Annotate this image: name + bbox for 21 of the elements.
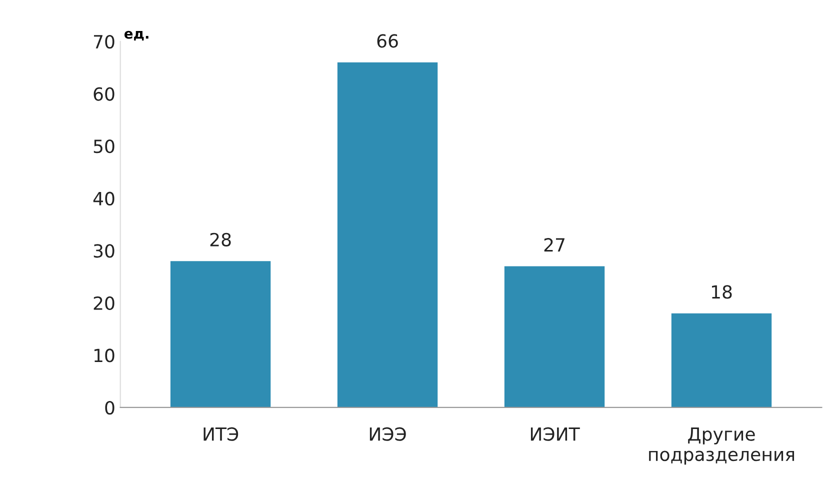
- y-tick-label: 50: [94, 140, 114, 154]
- x-tick-label: Другие подразделения: [649, 427, 794, 465]
- y-tick-label: 70: [94, 34, 114, 49]
- data-label: 18: [712, 285, 732, 299]
- y-tick-label: 30: [94, 244, 114, 258]
- x-tick-label: ИЭИТ: [530, 427, 580, 441]
- data-label: 27: [544, 238, 564, 252]
- y-tick-label: 10: [94, 348, 114, 362]
- data-label: 28: [210, 232, 231, 246]
- y-tick-label: 0: [105, 400, 114, 415]
- data-label: 66: [377, 34, 398, 48]
- bar: [671, 313, 772, 408]
- y-tick-label: 20: [94, 296, 114, 310]
- bar: [170, 261, 271, 408]
- bar: [337, 62, 438, 408]
- y-axis-title: ед.: [124, 30, 148, 41]
- y-tick-label: 60: [94, 87, 114, 101]
- x-tick-label: ИЭЭ: [370, 427, 406, 441]
- y-tick-label: 40: [93, 192, 114, 206]
- bar: [504, 266, 605, 408]
- x-tick-label: ИТЭ: [204, 427, 238, 441]
